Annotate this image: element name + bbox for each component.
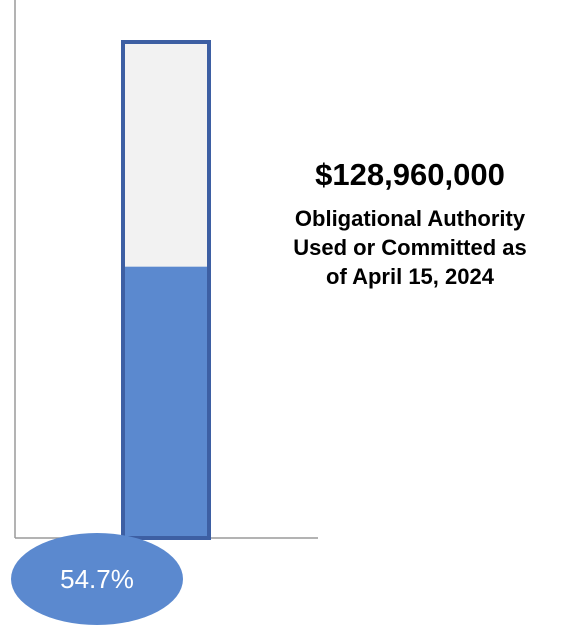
amount-caption: Obligational Authority Used or Committed… bbox=[293, 206, 527, 289]
gauge-fill-bar bbox=[123, 266, 209, 538]
amount-value: $128,960,000 bbox=[315, 157, 505, 192]
headline-block: $128,960,000 Obligational Authority Used… bbox=[240, 156, 580, 291]
gauge-outline bbox=[121, 40, 211, 540]
percent-label: 54.7% bbox=[60, 564, 134, 594]
percent-badge bbox=[11, 533, 183, 625]
